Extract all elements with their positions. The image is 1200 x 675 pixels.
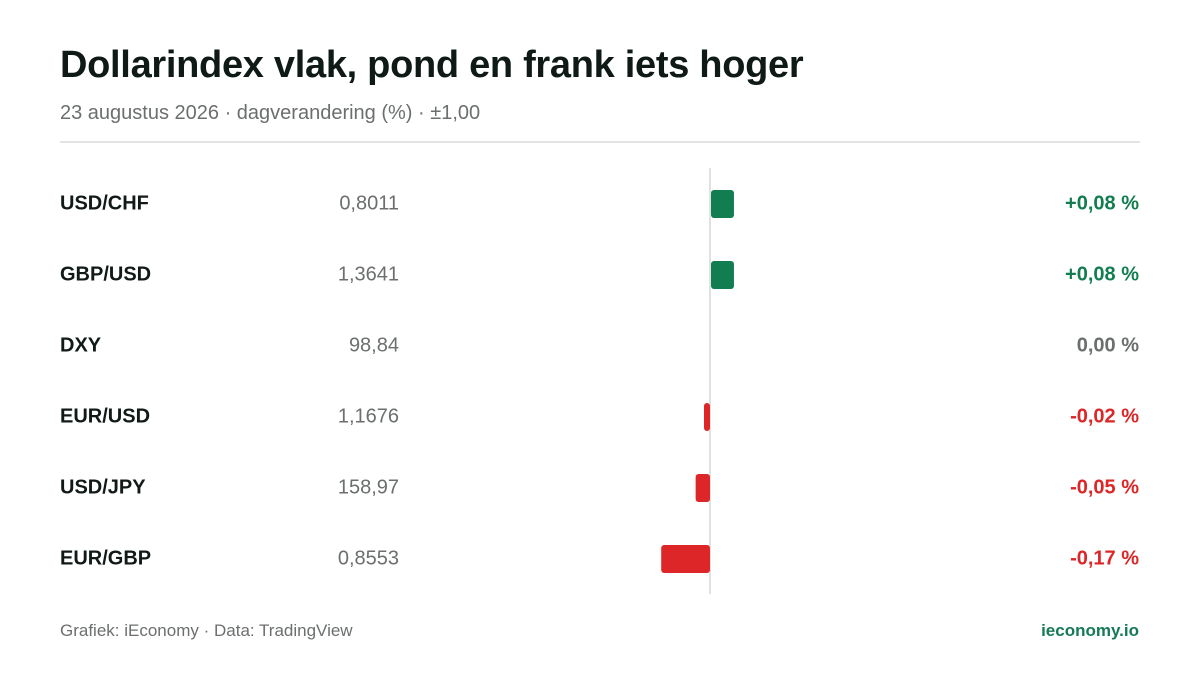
price-label: 1,1676 bbox=[338, 405, 399, 427]
category-label: GBP/USD bbox=[60, 263, 151, 285]
chart-title: Dollarindex vlak, pond en frank iets hog… bbox=[60, 44, 804, 86]
price-label: 1,3641 bbox=[338, 263, 399, 285]
bar-negative bbox=[695, 474, 710, 502]
bar-negative bbox=[704, 403, 710, 431]
price-label: 158,97 bbox=[338, 476, 399, 498]
value-label: -0,05 % bbox=[1070, 476, 1139, 498]
category-label: EUR/GBP bbox=[60, 547, 151, 569]
source-credit: Grafiek: iEconomy · Data: TradingView bbox=[60, 621, 353, 640]
value-label: -0,02 % bbox=[1070, 405, 1139, 427]
bar-negative bbox=[661, 545, 710, 573]
value-label: 0,00 % bbox=[1077, 334, 1139, 356]
value-label: +0,08 % bbox=[1065, 263, 1139, 285]
price-label: 0,8011 bbox=[339, 192, 399, 214]
header-divider bbox=[60, 141, 1140, 143]
value-label: +0,08 % bbox=[1065, 192, 1139, 214]
brand-link[interactable]: ieconomy.io bbox=[1041, 621, 1139, 640]
category-label: USD/JPY bbox=[60, 476, 146, 498]
bar-positive bbox=[711, 190, 734, 218]
price-label: 98,84 bbox=[349, 334, 399, 356]
category-label: DXY bbox=[60, 334, 102, 356]
value-label: -0,17 % bbox=[1070, 547, 1139, 569]
category-label: USD/CHF bbox=[60, 192, 149, 214]
bar-positive bbox=[711, 261, 734, 289]
price-label: 0,8553 bbox=[338, 547, 399, 569]
category-label: EUR/USD bbox=[60, 405, 150, 427]
chart-subtitle: 23 augustus 2026 · dagverandering (%) · … bbox=[60, 102, 481, 124]
